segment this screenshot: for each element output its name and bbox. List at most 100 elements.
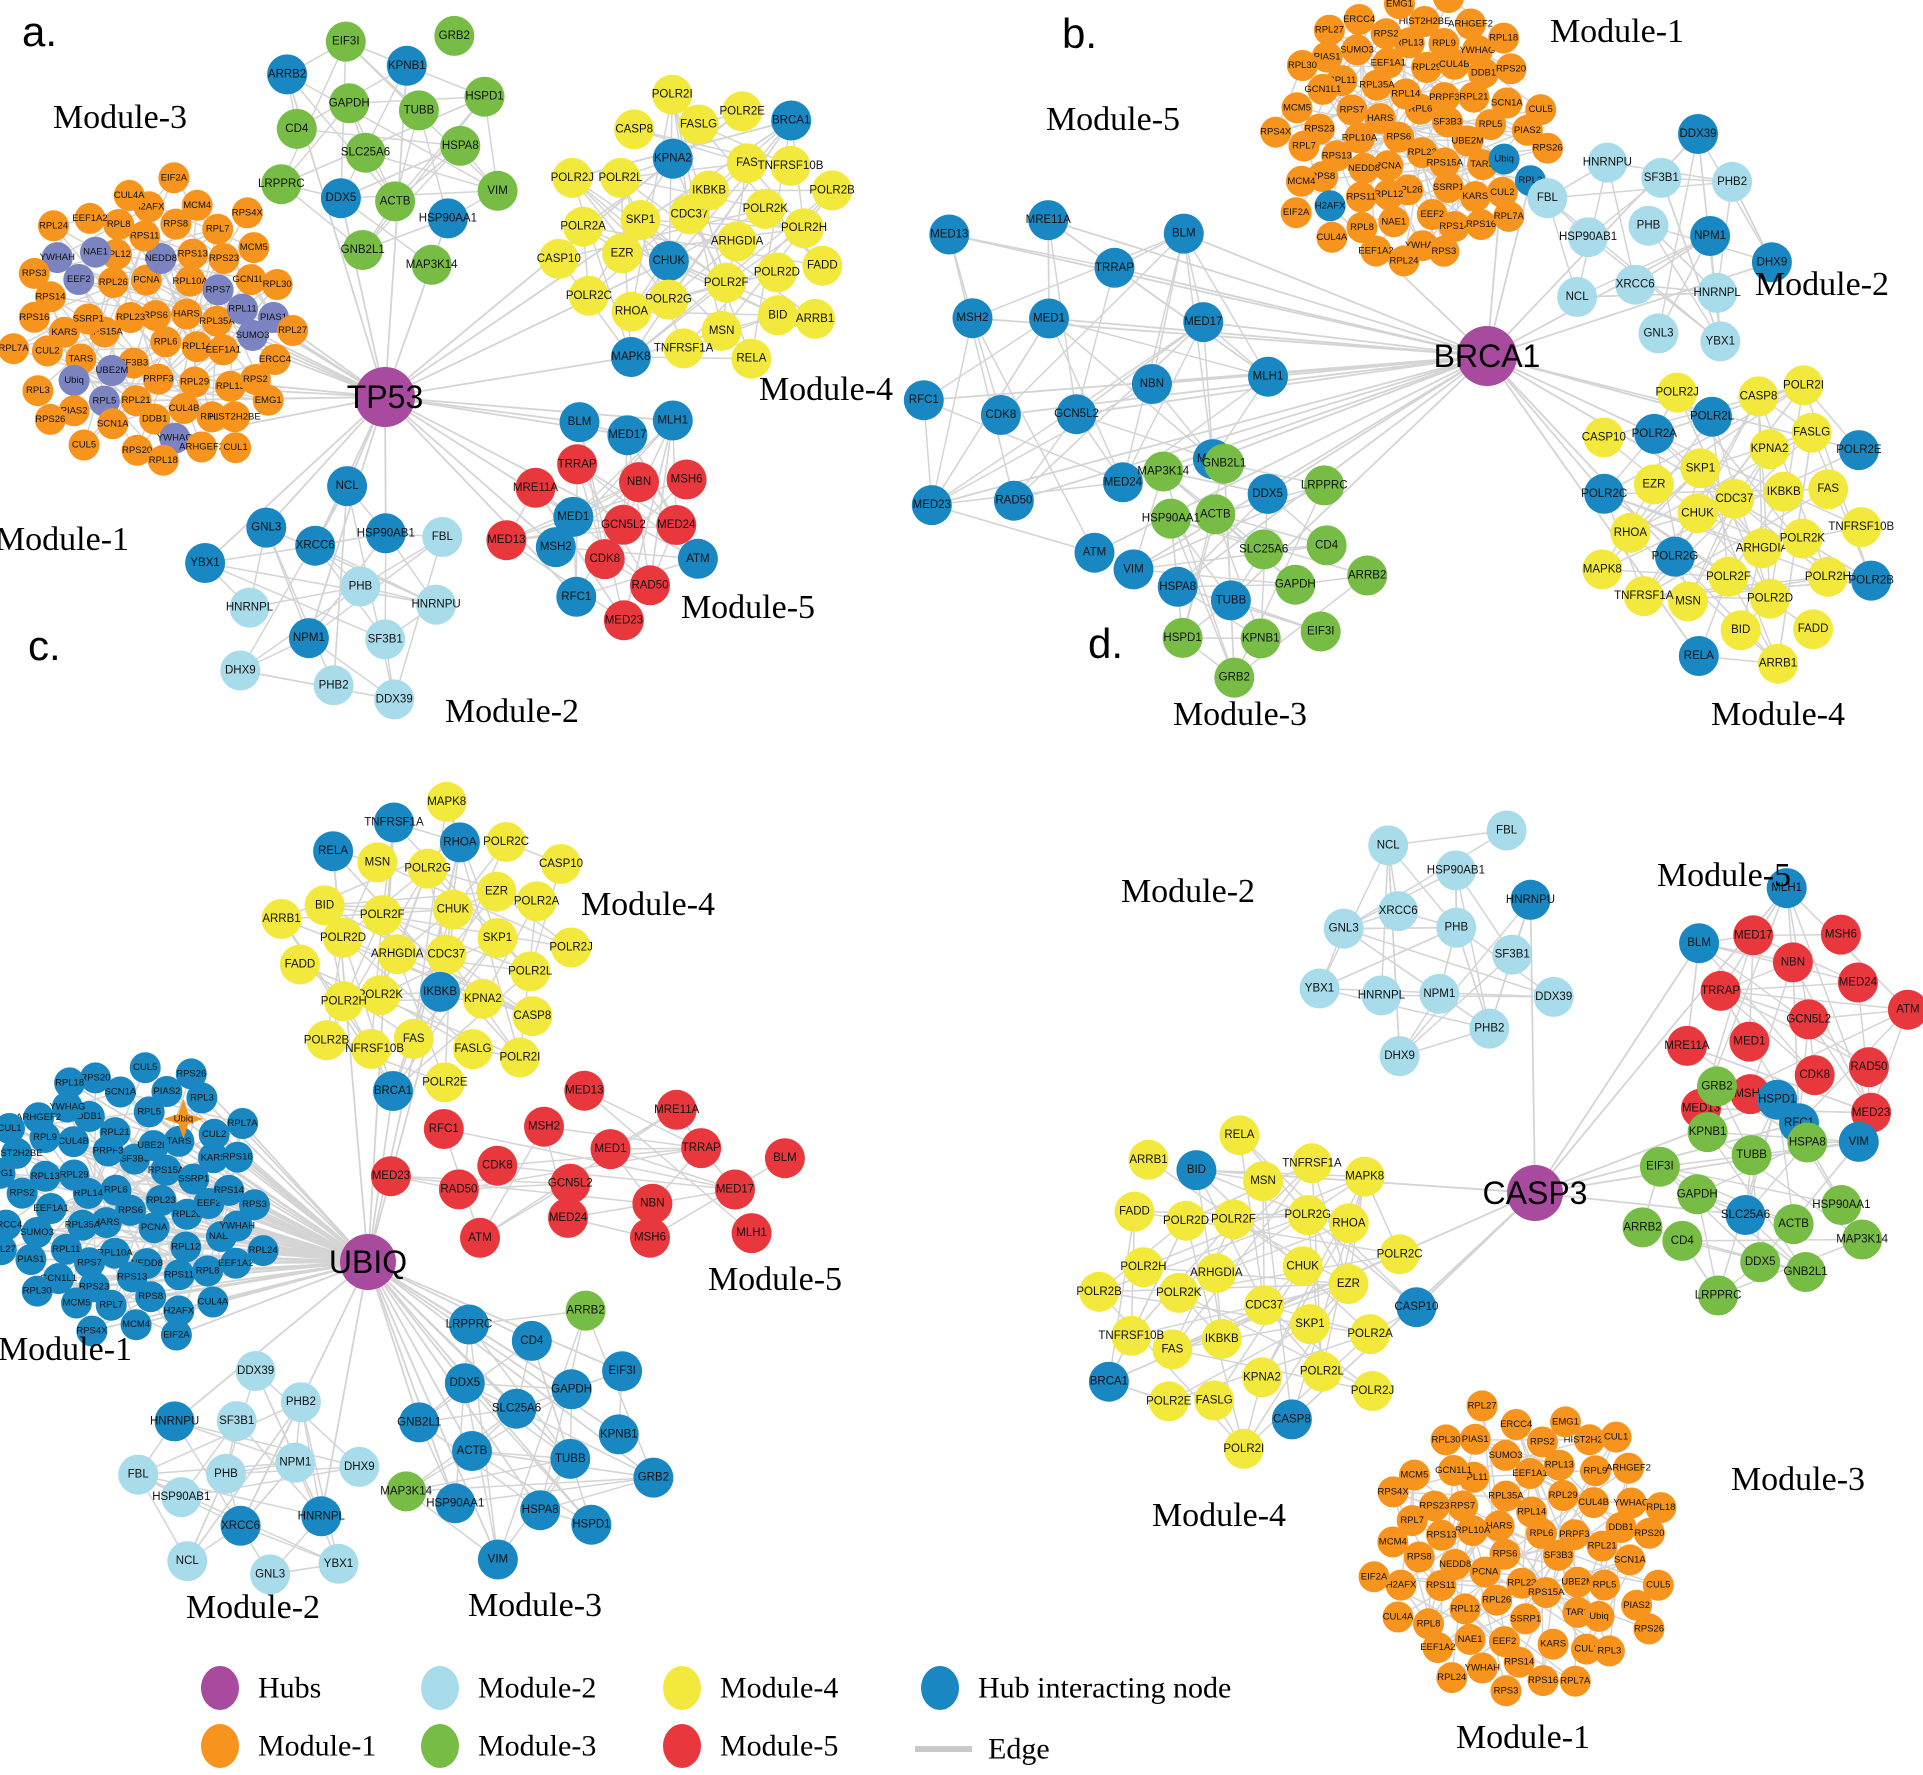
gene-label: NCL bbox=[336, 480, 360, 492]
gene-node bbox=[22, 375, 54, 407]
gene-node bbox=[1634, 413, 1675, 454]
gene-node bbox=[678, 104, 719, 145]
gene-label: POLR2J bbox=[1351, 1385, 1394, 1397]
gene-label: RPL3 bbox=[26, 385, 50, 396]
gene-node bbox=[18, 257, 50, 289]
gene-label: NEDD8 bbox=[145, 253, 177, 264]
gene-label: ERCC4 bbox=[0, 1220, 22, 1231]
gene-label: CUL4A bbox=[114, 190, 145, 201]
gene-label: BID bbox=[1187, 1164, 1206, 1176]
gene-label: RPL26 bbox=[172, 1209, 201, 1220]
gene-label: RPL24 bbox=[249, 1245, 278, 1256]
gene-node bbox=[345, 132, 386, 173]
gene-label: DDX39 bbox=[1535, 991, 1572, 1003]
gene-node bbox=[1328, 1203, 1369, 1244]
gene-node bbox=[548, 1197, 588, 1238]
gene-label: RPS16 bbox=[1528, 1675, 1558, 1686]
gene-label: FADD bbox=[807, 260, 838, 272]
gene-node bbox=[167, 1541, 208, 1582]
gene-node bbox=[313, 665, 354, 706]
module-title: Module-5 bbox=[1046, 101, 1180, 138]
gene-node bbox=[1749, 429, 1790, 470]
gene-label: MED1 bbox=[1733, 1036, 1765, 1048]
gene-label: GCN1L1 bbox=[233, 274, 270, 285]
gene-label: BID bbox=[768, 309, 787, 321]
gene-node bbox=[139, 403, 171, 435]
gene-node bbox=[158, 162, 190, 194]
gene-label: RPS7 bbox=[77, 1257, 102, 1268]
gene-node bbox=[757, 295, 798, 336]
gene-node bbox=[663, 328, 704, 369]
gene-node bbox=[1583, 1600, 1615, 1632]
gene-label: MCM4 bbox=[183, 200, 211, 211]
gene-node bbox=[432, 889, 473, 930]
gene-node bbox=[553, 496, 594, 537]
gene-node bbox=[1628, 205, 1669, 246]
gene-node bbox=[476, 871, 517, 912]
gene-label: RPL18 bbox=[55, 1077, 84, 1088]
gene-node bbox=[214, 370, 246, 402]
gene-node bbox=[423, 1109, 464, 1149]
gene-node bbox=[220, 650, 261, 691]
gene-label: HSP90AA1 bbox=[1142, 513, 1200, 525]
gene-label: RPS20 bbox=[1496, 63, 1526, 74]
gene-label: EZR bbox=[485, 886, 508, 898]
gene-label: RELA bbox=[1224, 1129, 1254, 1141]
gene-node bbox=[1436, 1662, 1468, 1694]
gene-node bbox=[160, 208, 192, 240]
gene-node bbox=[619, 462, 659, 503]
gene-label: GCN5L2 bbox=[1054, 408, 1099, 420]
gene-label: RPS15A bbox=[86, 327, 123, 338]
gene-node bbox=[1157, 566, 1198, 607]
gene-node bbox=[1532, 132, 1564, 164]
gene-node bbox=[23, 1102, 55, 1134]
gene-label: RPS23 bbox=[1304, 124, 1334, 135]
gene-label: RPL6 bbox=[1530, 1528, 1554, 1539]
gene-node bbox=[1527, 178, 1568, 219]
gene-label: SF3B3 bbox=[1433, 116, 1462, 127]
gene-label: ACTB bbox=[1778, 1218, 1809, 1230]
gene-label: RPS11 bbox=[130, 231, 159, 242]
gene-label: MCM4 bbox=[1379, 1537, 1407, 1548]
gene-label: RPS4X bbox=[232, 207, 264, 218]
gene-label: CASP8 bbox=[1273, 1413, 1311, 1425]
gene-label: FBL bbox=[1537, 192, 1559, 204]
gene-label: GCN5L2 bbox=[601, 519, 646, 531]
gene-node bbox=[129, 220, 161, 252]
gene-label: CASP10 bbox=[1394, 1301, 1438, 1313]
gene-node bbox=[58, 1126, 89, 1158]
gene-label: MAP3K14 bbox=[380, 1485, 432, 1497]
gene-label: IKBKB bbox=[423, 986, 457, 998]
gene-node bbox=[1679, 923, 1720, 964]
gene-label: RPS7 bbox=[206, 284, 231, 295]
gene-node bbox=[1530, 1577, 1562, 1609]
gene-label: ATM bbox=[686, 553, 709, 565]
gene-node bbox=[1372, 150, 1404, 182]
gene-label: RPL5 bbox=[137, 1106, 161, 1117]
module-title: Module-2 bbox=[1121, 873, 1255, 910]
gene-node bbox=[90, 1207, 122, 1239]
gene-node bbox=[1271, 1399, 1312, 1440]
gene-node bbox=[231, 197, 263, 229]
gene-label: CDK8 bbox=[482, 1160, 513, 1172]
gene-label: SCN1A bbox=[1614, 1554, 1646, 1565]
gene-label: EEF1A2 bbox=[1358, 246, 1393, 257]
gene-node bbox=[1558, 1519, 1590, 1551]
gene-node bbox=[1240, 618, 1281, 659]
gene-node bbox=[1458, 81, 1490, 113]
gene-node bbox=[420, 971, 461, 1012]
gene-node bbox=[424, 1062, 465, 1103]
gene-node bbox=[1492, 934, 1533, 975]
hub-label: UBIQ bbox=[329, 1244, 407, 1280]
gene-node bbox=[1428, 82, 1460, 114]
gene-node bbox=[227, 293, 258, 325]
gene-node bbox=[1766, 868, 1807, 909]
gene-node bbox=[486, 822, 527, 862]
gene-node bbox=[147, 444, 179, 476]
gene-label: BLM bbox=[1172, 228, 1196, 240]
gene-label: BRCA1 bbox=[374, 1085, 412, 1097]
gene-label: CUL2 bbox=[1490, 187, 1514, 198]
gene-node bbox=[1887, 989, 1923, 1030]
gene-label: RPL10A bbox=[1342, 133, 1378, 144]
gene-label: RPL23 bbox=[116, 312, 145, 323]
